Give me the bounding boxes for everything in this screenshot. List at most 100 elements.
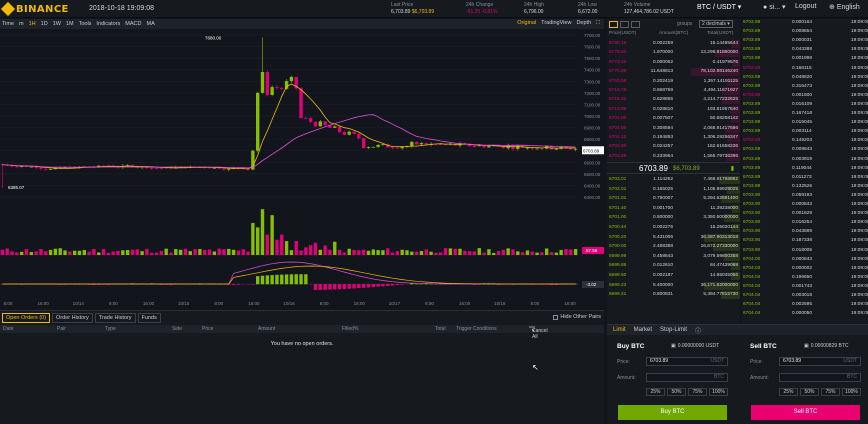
user-menu[interactable]: ● si... ▾ [763,3,786,11]
tab-trade-history[interactable]: Trade History [94,313,136,323]
ask-row[interactable]: 6773.22 0.000062 0.41979576 [607,58,740,67]
buy-100-button[interactable]: 100% [709,388,728,396]
ask-row[interactable]: 6704.50 0.007507 50.68258142 [607,115,740,124]
ask-row[interactable]: 6719.79 0.668769 4,494.11671927 [607,87,740,95]
help-icon[interactable]: ⓘ [695,328,702,335]
buy-75-button[interactable]: 75% [688,388,707,396]
tab-funds[interactable]: Funds [137,313,161,323]
volume-bar [125,250,130,255]
depth-button[interactable]: Depth [576,20,592,26]
tradingview-button[interactable]: TradingView [541,20,572,26]
ask-row[interactable]: 6770.99 11.648813 78,102.98146240 [607,68,740,77]
bid-row[interactable]: 6699.99 0.458643 3,079.59800358 [607,252,740,261]
candle-body [487,145,491,148]
fullscreen-icon[interactable]: ⛶ [596,20,600,26]
bid-row[interactable]: 6699.88 0.012610 84.47439068 [607,262,740,271]
volume-bar [48,249,53,255]
buy-price-input[interactable]: 6703.89 USDT [646,357,728,366]
bid-row[interactable]: 6701.40 0.001700 11.39238000 [607,204,740,213]
trade-row: 6704.04 0.196650 19:09:08 [742,275,868,282]
ask-row[interactable]: 6704.50 0.308594 2,068.91417686 [607,124,740,133]
volume-bar [371,249,375,255]
volume-bar [424,249,428,255]
buy-balance-value: 0.00000000 USDT [677,343,720,349]
candle-body [467,143,472,147]
hide-other-pairs-toggle[interactable]: Hide Other Pairs [553,314,601,320]
depth-bar [727,185,740,194]
volume-bar [0,249,5,255]
candle-body [304,117,308,119]
bid-row[interactable]: 6700.44 0.002276 15.25020144 [607,224,740,232]
indicators-menu[interactable]: Indicators [96,21,121,27]
candle-body [573,148,578,150]
ask-row[interactable]: 6760.58 0.202419 1,357.14191125 [607,77,740,86]
depth-bar [715,49,740,58]
book-bids-icon[interactable] [620,21,629,28]
bid-row[interactable]: 6701.00 0.500000 3,350.50000000 [607,214,740,223]
volume-bar [448,248,453,255]
tab-order-history[interactable]: Order History [52,313,93,323]
original-view-button[interactable]: Original [517,20,537,26]
volume-bar [482,252,486,255]
ask-row[interactable]: 6704.12 0.194853 1,306.29256347 [607,134,740,142]
tab-limit[interactable]: Limit [613,327,626,333]
ask-row[interactable]: 6713.89 0.028810 193.81957840 [607,105,740,114]
ask-row[interactable]: 6703.89 0.233964 1,565.79736396 [607,152,740,161]
price-tick-label: 6400.00 [584,183,601,188]
ask-row[interactable]: 6703.90 0.024257 162.61658236 [607,143,740,152]
ma-indicator[interactable]: MA [146,21,155,27]
sell-100-button[interactable]: 100% [842,388,861,396]
ask-row[interactable]: 6778.40 1.970000 13,298.81860000 [607,49,740,58]
bid-row[interactable]: 6700.20 5.431006 36,387.90313018 [607,233,740,242]
pair-label: BTC / USDT [697,4,736,11]
interval-1h[interactable]: 1H [28,21,36,27]
logout-link[interactable]: Logout [795,3,817,10]
macd-indicator[interactable]: MACD [125,21,142,27]
price-tick-label: 6600.00 [584,160,601,165]
bid-row[interactable]: 6701.01 0.790007 5,294.62691400 [607,195,740,204]
tools-menu[interactable]: Tools [78,21,92,27]
sell-price-input[interactable]: 6703.89 USDT [779,357,861,366]
ask-row[interactable]: 6716.32 0.628865 4,214.77232625 [607,96,740,105]
trade-price: 6704.04 [743,311,761,317]
language-selector[interactable]: ⊕ English [829,3,860,11]
price-chart-svg: 7700.00 7600.00 7500.00 7400.00 7300.00 7200.… [0,33,604,306]
book-both-icon[interactable] [609,21,618,28]
price-chart[interactable]: 7700.00 7600.00 7500.00 7400.00 7300.00 7200.… [0,29,604,310]
tab-market[interactable]: Market [633,327,653,333]
interval-1w[interactable]: 1W [52,21,61,27]
buy-50-button[interactable]: 50% [667,388,686,396]
book-asks-icon[interactable] [631,21,640,28]
candle-body [270,87,274,95]
decimals-select[interactable]: 2 decimals ▾ [699,20,733,28]
interval-minutes[interactable]: m [19,21,24,27]
volume-bar [87,251,91,255]
ask-row[interactable]: 6780.16 0.002259 15.14495644 [607,40,740,48]
bid-row[interactable]: 6699.21 0.800831 5,394.77815730 [607,291,740,300]
bid-row[interactable]: 6699.23 5.400000 36,171.52000000 [607,281,740,290]
bid-row[interactable]: 6702.01 0.165025 1,105.99929025 [607,185,740,194]
tab-stop-limit[interactable]: Stop-Limit [660,327,688,333]
bid-row[interactable]: 6700.00 2.488388 16,672.27330000 [607,243,740,252]
sell-button[interactable]: Sell BTC [751,405,860,420]
sell-balance: ▣ 0.00000829 BTC [804,343,849,349]
buy-amount-input[interactable]: BTC [646,373,728,382]
binance-logo[interactable]: BINANCE [0,1,69,17]
sell-50-button[interactable]: 50% [800,388,819,396]
interval-1d[interactable]: 1D [40,21,48,27]
sell-amount-input[interactable]: BTC [779,373,861,382]
interval-1m[interactable]: 1M [65,21,74,27]
book-price: 6704.50 [609,116,627,122]
bid-row[interactable]: 6703.01 1.114262 7,468.91768982 [607,176,740,184]
sell-25-button[interactable]: 25% [779,388,798,396]
x-tick-label: 8:00 [320,301,329,306]
buy-25-button[interactable]: 25% [646,388,665,396]
volume-bar [313,242,318,255]
trade-time: 19:09:08 [851,92,868,98]
tab-open-orders[interactable]: Open Orders (0) [2,313,51,323]
pair-selector[interactable]: BTC / USDT ▾ [697,3,741,11]
cancel-all-button[interactable]: Cancel All ▾ [529,326,548,340]
bid-row[interactable]: 6699.50 0.002187 14.65045056 [607,272,740,280]
sell-75-button[interactable]: 75% [821,388,840,396]
buy-button[interactable]: Buy BTC [618,405,727,420]
